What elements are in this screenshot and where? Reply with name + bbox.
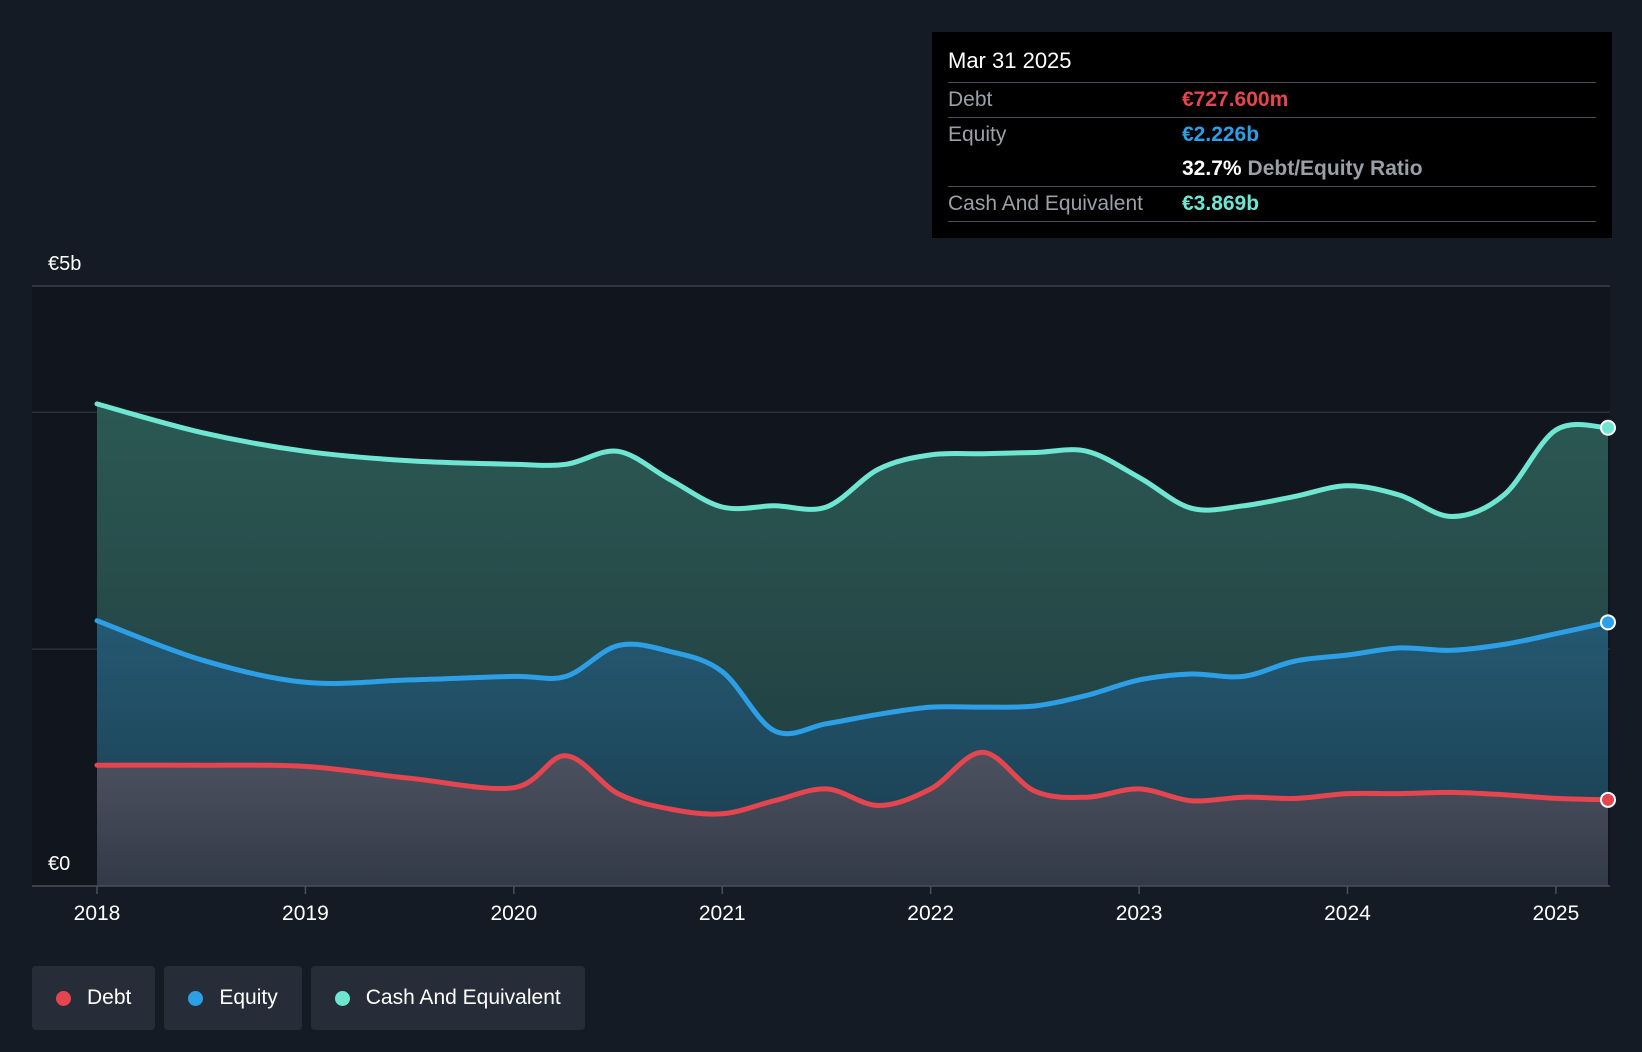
x-tick-label: 2024 — [1324, 902, 1371, 925]
tooltip-equity-row: Equity €2.226b — [948, 118, 1596, 152]
tooltip-debt-label: Debt — [948, 88, 993, 111]
legend-item-debt[interactable]: Debt — [32, 966, 156, 1030]
debt-line — [94, 749, 1611, 817]
tooltip-equity-label: Equity — [948, 123, 1007, 146]
legend-cash-label: Cash And Equivalent — [365, 986, 561, 1009]
tooltip-date: Mar 31 2025 — [948, 46, 1596, 83]
tooltip-cash-label: Cash And Equivalent — [948, 192, 1143, 215]
tooltip-ratio-value: 32.7% — [1182, 157, 1242, 180]
y-axis-bottom-label: €0 — [48, 853, 70, 875]
tooltip-cash-row: Cash And Equivalent €3.869b — [948, 187, 1596, 222]
cash-dot-icon — [334, 990, 350, 1006]
tooltip-equity-value: €2.226b — [1182, 123, 1260, 146]
cash-end-marker — [1600, 419, 1616, 436]
series-end-markers — [1600, 419, 1616, 808]
equity-line — [94, 618, 1611, 737]
data-tooltip: Mar 31 2025 Debt €727.600m Equity €2.226… — [932, 32, 1612, 238]
series-lines — [94, 401, 1611, 817]
x-axis: 2018 2019 2020 2021 2022 2023 2024 2025 — [32, 885, 1610, 925]
tooltip-debt-row: Debt €727.600m — [948, 83, 1596, 118]
debt-end-marker — [1600, 791, 1616, 808]
y-axis-top-label: €5b — [48, 253, 81, 275]
debt-dot-icon — [56, 990, 71, 1006]
legend-item-cash[interactable]: Cash And Equivalent — [310, 966, 585, 1030]
x-tick-label: 2022 — [907, 902, 954, 925]
tooltip-ratio-row: 32.7% Debt/Equity Ratio — [948, 152, 1596, 187]
tooltip-ratio-label: Debt/Equity Ratio — [1247, 157, 1423, 180]
x-tick-label: 2019 — [282, 902, 329, 925]
x-tick-label: 2020 — [490, 902, 537, 925]
x-tick-label: 2025 — [1533, 902, 1580, 925]
equity-dot-icon — [188, 990, 204, 1006]
x-tick-label: 2021 — [699, 902, 746, 925]
cash-line — [94, 401, 1611, 520]
tooltip-cash-value: €3.869b — [1182, 192, 1260, 215]
legend-debt-label: Debt — [87, 986, 132, 1009]
series-areas — [97, 403, 1608, 886]
equity-end-marker — [1600, 614, 1616, 631]
x-tick-label: 2018 — [74, 902, 121, 925]
legend-equity-label: Equity — [219, 986, 278, 1009]
debt-area — [97, 752, 1608, 886]
x-tick-label: 2023 — [1116, 902, 1163, 925]
legend-item-equity[interactable]: Equity — [164, 966, 302, 1030]
chart-legend: Debt Equity Cash And Equivalent — [32, 966, 585, 1030]
tooltip-debt-value: €727.600m — [1182, 88, 1289, 111]
